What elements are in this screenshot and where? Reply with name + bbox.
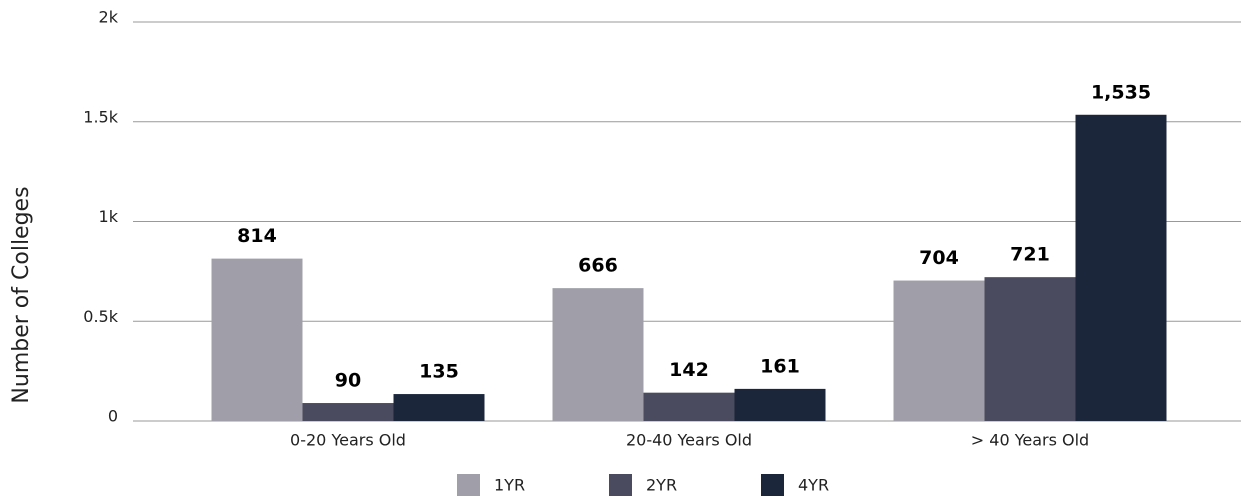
bar — [1075, 114, 1167, 421]
bar — [893, 280, 985, 421]
value-label: 1,535 — [1091, 81, 1151, 103]
legend-label: 1YR — [494, 476, 525, 495]
bar — [393, 394, 485, 421]
x-tick-label: 0-20 Years Old — [290, 431, 406, 450]
legend-swatch — [761, 474, 784, 496]
value-label: 704 — [919, 247, 959, 269]
legend-swatch — [609, 474, 632, 496]
legend-label: 2YR — [646, 476, 677, 495]
value-label: 161 — [760, 355, 800, 377]
bar — [984, 277, 1076, 421]
y-tick-label: 0.5k — [83, 307, 118, 326]
bar — [552, 288, 644, 421]
legend-swatch — [457, 474, 480, 496]
y-tick-label: 0 — [108, 407, 118, 426]
value-label: 814 — [237, 225, 277, 247]
y-tick-label: 1k — [99, 207, 119, 226]
value-label: 135 — [419, 361, 459, 383]
bar — [734, 388, 826, 421]
x-tick-label: 20-40 Years Old — [626, 431, 752, 450]
bar — [211, 258, 303, 421]
value-label: 142 — [669, 359, 709, 381]
bar — [643, 392, 735, 421]
bar — [302, 403, 394, 421]
x-tick-label: > 40 Years Old — [971, 431, 1089, 450]
y-tick-label: 2k — [99, 8, 119, 27]
legend-label: 4YR — [798, 476, 829, 495]
value-label: 721 — [1010, 244, 1050, 266]
value-label: 90 — [335, 370, 361, 392]
value-label: 666 — [578, 255, 618, 277]
y-tick-label: 1.5k — [83, 107, 118, 126]
y-axis-label: Number of Colleges — [9, 186, 34, 403]
